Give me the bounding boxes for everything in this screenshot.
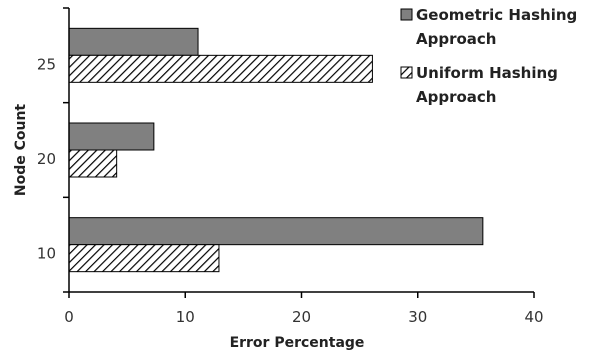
bar-uniform-20 [68,149,118,178]
ticks-group: 0 10 20 30 40 10 20 25 [37,7,544,326]
x-tick-label: 30 [408,308,427,326]
x-tick-label: 20 [292,308,311,326]
legend: Geometric Hashing Approach Uniform Hashing… [400,6,577,106]
y-tick-label: 25 [37,55,56,73]
bars-group [68,27,484,273]
y-tick-label: 20 [37,150,56,168]
x-tick-label: 10 [176,308,195,326]
y-axis-title: Node Count [13,104,29,197]
bar-geometric-20 [68,122,155,151]
x-axis-title: Error Percentage [230,335,365,351]
x-tick-label: 40 [524,308,543,326]
bar-geometric-10 [68,217,484,246]
bar-uniform-25 [68,54,373,83]
legend-swatch-geometric [400,8,413,21]
y-tick-label: 10 [37,245,56,263]
bar-uniform-10 [68,244,220,273]
legend-label: Geometric Hashing [416,6,577,24]
x-tick-label: 0 [64,308,74,326]
bar-geometric-25 [68,27,199,56]
legend-label: Approach [416,88,496,106]
legend-label: Uniform Hashing [416,64,558,82]
legend-label: Approach [416,30,496,48]
legend-swatch-uniform [400,66,413,79]
